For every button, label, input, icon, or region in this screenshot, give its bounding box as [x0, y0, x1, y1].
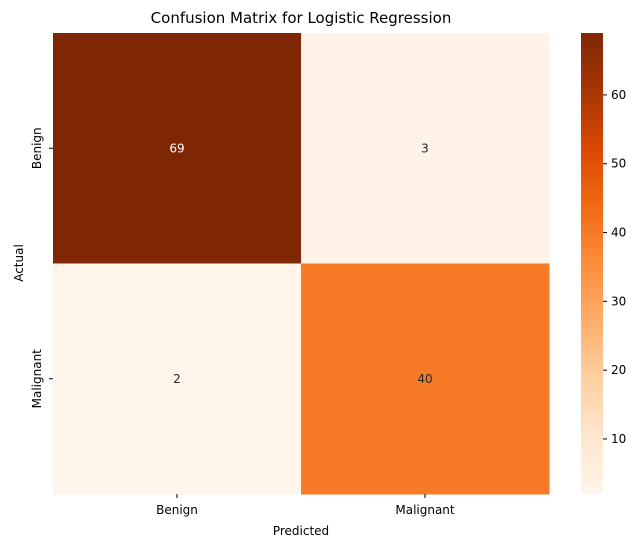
y-tick-label: Malignant [30, 349, 44, 409]
x-tick-label: Malignant [395, 503, 455, 517]
colorbar-tick-label: 10 [611, 432, 626, 446]
heatmap-cells: 69 3 2 40 [53, 33, 550, 495]
colorbar-tick-label: 20 [611, 363, 626, 377]
y-tick-label: Benign [30, 127, 44, 169]
y-axis-ticks: Benign Malignant [30, 127, 53, 408]
chart-title: Confusion Matrix for Logistic Regression [151, 9, 452, 27]
colorbar-tick-label: 30 [611, 294, 626, 308]
heatmap-cell [53, 263, 302, 495]
x-axis-label: Predicted [273, 524, 329, 538]
y-axis-label: Actual [12, 244, 26, 282]
heatmap-cell [53, 33, 302, 264]
cell-value-label: 40 [417, 372, 432, 386]
colorbar-tick-label: 50 [611, 157, 626, 171]
cell-value-label: 69 [169, 141, 184, 155]
cell-value-label: 2 [173, 372, 181, 386]
x-tick-label: Benign [156, 503, 198, 517]
colorbar-ticks: 10 20 30 40 50 60 [603, 88, 626, 446]
heatmap-cell [301, 33, 550, 264]
colorbar-tick-label: 60 [611, 88, 626, 102]
cell-value-label: 3 [421, 141, 429, 155]
heatmap-cell [301, 263, 550, 495]
colorbar [581, 33, 603, 494]
colorbar-tick-label: 40 [611, 226, 626, 240]
x-axis-ticks: Benign Malignant [156, 494, 455, 517]
